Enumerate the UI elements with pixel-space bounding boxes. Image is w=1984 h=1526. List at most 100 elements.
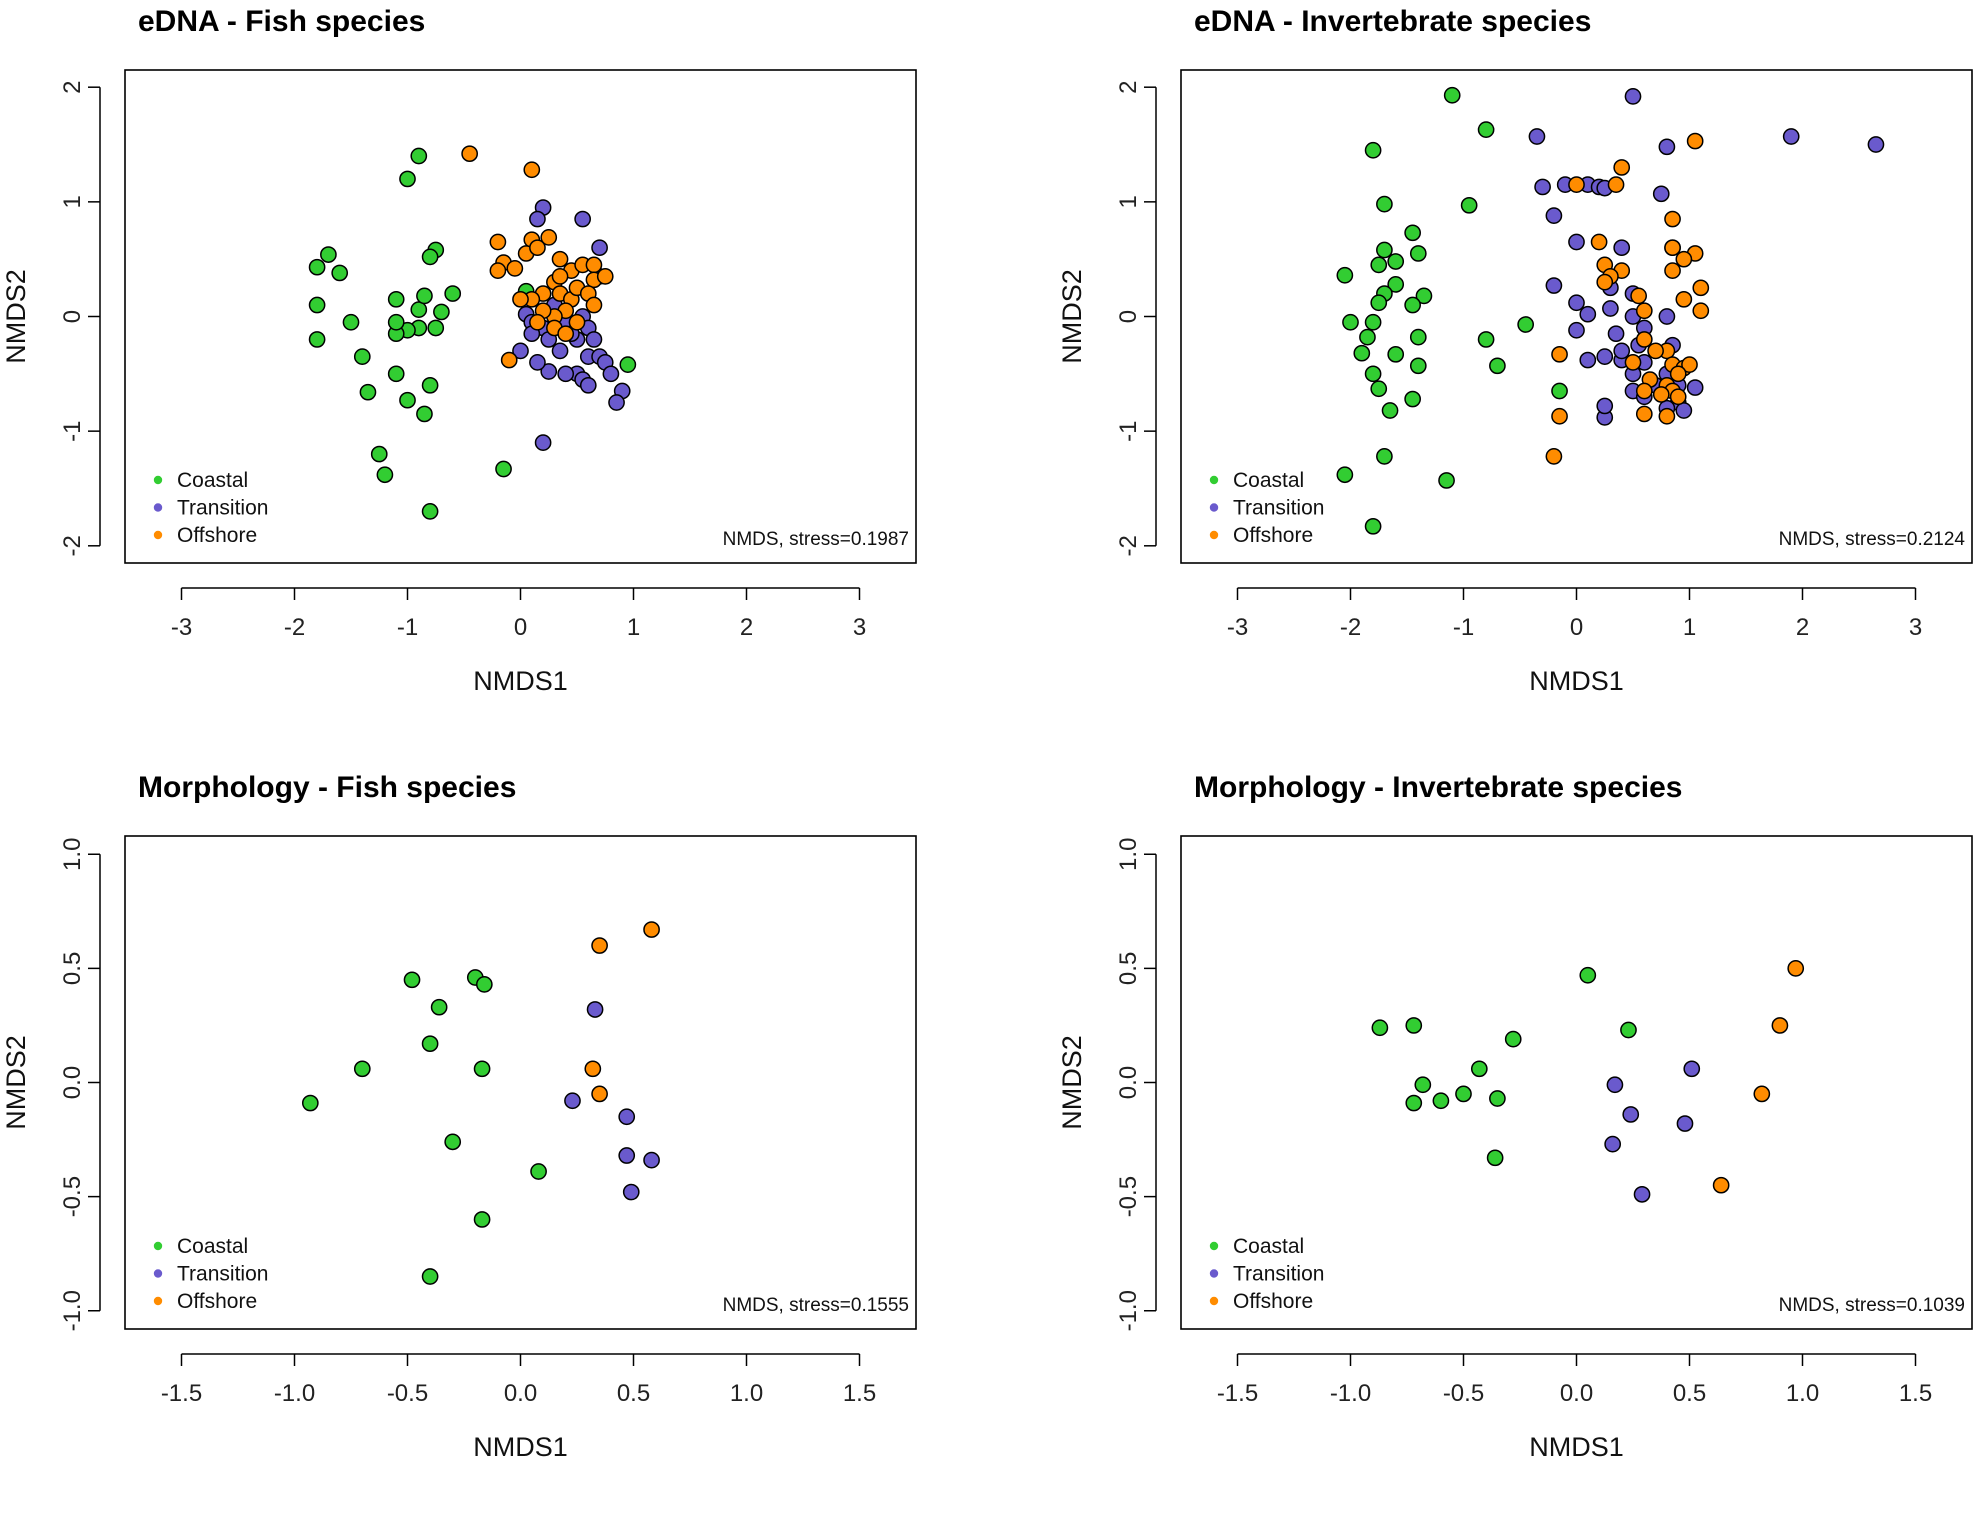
- data-point-offshore: [1590, 233, 1608, 251]
- chart-title: eDNA - Invertebrate species: [1194, 5, 1591, 38]
- legend-label: Coastal: [177, 1235, 248, 1258]
- data-point-offshore: [1630, 287, 1648, 305]
- data-point-coastal: [1405, 1017, 1423, 1034]
- legend-label: Transition: [1233, 497, 1324, 520]
- y-tick-label: 0: [1115, 310, 1142, 323]
- data-point-coastal: [359, 383, 377, 401]
- data-point-coastal: [444, 285, 462, 302]
- chart-svg: eDNA - Fish species -3 -2 -1 0 1 2 3 -2 -1 0 1 2 NMDS…: [1, 5, 917, 696]
- x-tick-label: 2: [740, 614, 753, 641]
- data-point-transition: [1683, 1060, 1701, 1078]
- x-tick-label: -1.5: [1217, 1380, 1258, 1407]
- x-tick-label: 0: [514, 614, 527, 641]
- y-tick-label: 1: [1115, 195, 1142, 208]
- data-point-transition: [579, 376, 597, 394]
- data-point-coastal: [421, 503, 439, 520]
- data-point-transition: [1622, 1106, 1640, 1123]
- y-tick-label: -2: [1115, 535, 1142, 556]
- data-point-coastal: [1387, 253, 1405, 270]
- data-point-coastal: [399, 170, 416, 188]
- legend: Coastal Transition Offshore: [1209, 1235, 1324, 1313]
- x-tick-label: -1.0: [1330, 1380, 1371, 1407]
- data-point-coastal: [320, 246, 337, 263]
- data-point-transition: [591, 239, 608, 257]
- data-point-offshore: [1681, 356, 1698, 374]
- data-point-coastal: [1470, 1060, 1488, 1078]
- x-tick-label: -2: [284, 614, 305, 641]
- data-point-coastal: [416, 405, 433, 423]
- data-point-transition: [540, 363, 558, 380]
- y-axis-title: NMDS2: [1, 269, 31, 364]
- data-point-coastal: [1364, 141, 1382, 159]
- legend-label: Transition: [177, 497, 268, 520]
- data-point-coastal: [473, 1060, 491, 1078]
- data-point-offshore: [461, 145, 478, 163]
- legend-label: Transition: [1233, 1263, 1324, 1286]
- legend-marker-offshore: [1209, 1296, 1219, 1306]
- data-point-coastal: [1370, 380, 1388, 398]
- data-point-transition: [643, 1151, 660, 1169]
- data-point-transition: [586, 1001, 604, 1018]
- data-point-coastal: [421, 376, 439, 394]
- y-tick-label: 0.0: [59, 1066, 86, 1099]
- data-point-offshore: [1647, 342, 1664, 360]
- data-point-transition: [1579, 305, 1597, 323]
- data-point-offshore: [1652, 386, 1670, 403]
- x-tick-label: 0.5: [1673, 1380, 1706, 1407]
- data-point-coastal: [399, 391, 416, 409]
- data-point-offshore: [1664, 210, 1681, 228]
- data-point-transition: [512, 342, 529, 360]
- legend-label: Coastal: [1233, 469, 1304, 492]
- series-coastal: [1371, 966, 1637, 1167]
- series-offshore: [1712, 960, 1805, 1194]
- data-point-coastal: [1486, 1149, 1504, 1167]
- data-point-offshore: [1624, 354, 1642, 371]
- data-point-offshore: [1664, 239, 1681, 257]
- x-tick-label: 3: [1909, 614, 1922, 641]
- data-point-transition: [1658, 138, 1676, 156]
- data-point-offshore: [1613, 159, 1631, 176]
- stress-annotation: NMDS, stress=0.1039: [1779, 1295, 1965, 1316]
- chart-svg: eDNA - Invertebrate species -3 -2 -1 0 1 2 3 -2 -…: [1057, 5, 1973, 696]
- data-point-coastal: [1359, 328, 1376, 346]
- data-point-coastal: [1336, 466, 1354, 484]
- chart-svg: Morphology - Invertebrate species -1.5 -1.…: [1057, 771, 1973, 1462]
- data-point-coastal: [353, 348, 371, 365]
- data-point-coastal: [473, 1211, 491, 1228]
- x-tick-label: -3: [1227, 614, 1248, 641]
- data-point-transition: [1604, 1135, 1622, 1153]
- data-point-coastal: [1477, 331, 1495, 348]
- plot-frame: [1180, 835, 1973, 1330]
- series-coastal: [1336, 86, 1568, 535]
- legend-label: Offshore: [1233, 1290, 1313, 1313]
- x-axis-title: NMDS1: [1529, 1432, 1624, 1462]
- chart-svg: Morphology - Fish species -1.5 -1.0 -0.5 0.0…: [1, 771, 917, 1462]
- data-point-coastal: [1376, 195, 1393, 213]
- data-point-coastal: [1404, 296, 1421, 314]
- data-point-coastal: [1432, 1092, 1450, 1110]
- data-point-offshore: [1712, 1176, 1730, 1194]
- series-transition: [1528, 88, 1885, 426]
- x-axis-title: NMDS1: [473, 1432, 568, 1462]
- data-point-transition: [557, 365, 575, 383]
- data-point-offshore: [489, 262, 507, 279]
- data-point-coastal: [530, 1163, 547, 1180]
- data-point-transition: [622, 1183, 640, 1201]
- data-point-coastal: [1404, 390, 1421, 408]
- legend-marker-offshore: [153, 530, 163, 540]
- chart-panel-edna-fish: eDNA - Fish species -3 -2 -1 0 1 2 3 -2 -1 0 1 2 NMDS…: [0, 0, 1056, 760]
- data-point-offshore: [1635, 405, 1653, 423]
- plot-frame: [124, 835, 917, 1330]
- data-point-transition: [1568, 321, 1585, 339]
- data-point-offshore: [1787, 960, 1805, 977]
- y-axis-title: NMDS2: [1057, 269, 1087, 364]
- data-point-coastal: [1370, 294, 1388, 312]
- data-point-transition: [1658, 308, 1676, 325]
- legend-marker-transition: [153, 503, 163, 512]
- data-point-coastal: [427, 319, 445, 337]
- data-point-offshore: [1635, 382, 1653, 400]
- data-point-coastal: [1364, 365, 1382, 383]
- legend-marker-transition: [1209, 1269, 1219, 1278]
- data-point-coastal: [1620, 1021, 1637, 1039]
- y-tick-label: 1.0: [59, 838, 86, 871]
